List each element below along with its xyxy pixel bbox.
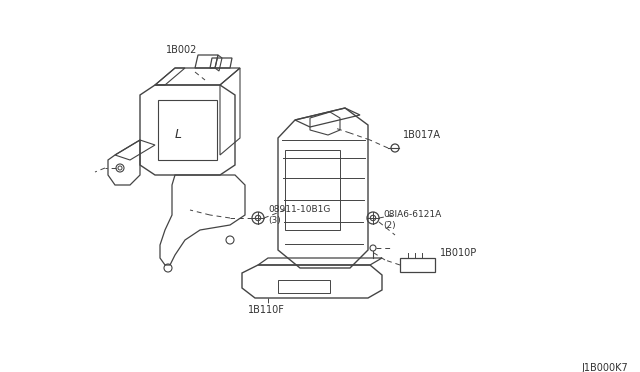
Text: 1B010P: 1B010P [440, 248, 477, 258]
Text: 1B110F: 1B110F [248, 305, 285, 315]
Text: 08911-10B1G
(3): 08911-10B1G (3) [268, 205, 330, 225]
Text: 1B002: 1B002 [166, 45, 198, 55]
Text: 08IA6-6121A
(2): 08IA6-6121A (2) [383, 210, 441, 230]
Text: 1B017A: 1B017A [403, 130, 441, 140]
Text: J1B000K7: J1B000K7 [581, 363, 628, 372]
Text: L: L [175, 128, 182, 141]
